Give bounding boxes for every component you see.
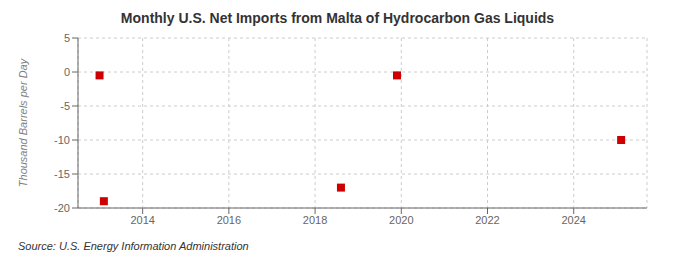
svg-text:2022: 2022 — [475, 214, 499, 226]
svg-text:2014: 2014 — [130, 214, 154, 226]
svg-text:2016: 2016 — [217, 214, 241, 226]
html-text:Monthly U.S. Net Imports from: Monthly U.S. Net Imports from Malta of H… — [120, 10, 555, 26]
svg-text:-10: -10 — [54, 134, 70, 146]
svg-text:2020: 2020 — [389, 214, 413, 226]
svg-text:2024: 2024 — [561, 214, 585, 226]
svg-text:-20: -20 — [54, 202, 70, 214]
svg-text:5: 5 — [64, 32, 70, 44]
svg-text:0: 0 — [64, 66, 70, 78]
html-text:Source: U.S. Energy Informatio: Source: U.S. Energy Information Administ… — [18, 240, 249, 252]
svg-text:2018: 2018 — [303, 214, 327, 226]
svg-text:-15: -15 — [54, 168, 70, 180]
svg-text:Thousand Barrels per Day: Thousand Barrels per Day — [17, 57, 29, 187]
svg-text:-5: -5 — [60, 100, 70, 112]
